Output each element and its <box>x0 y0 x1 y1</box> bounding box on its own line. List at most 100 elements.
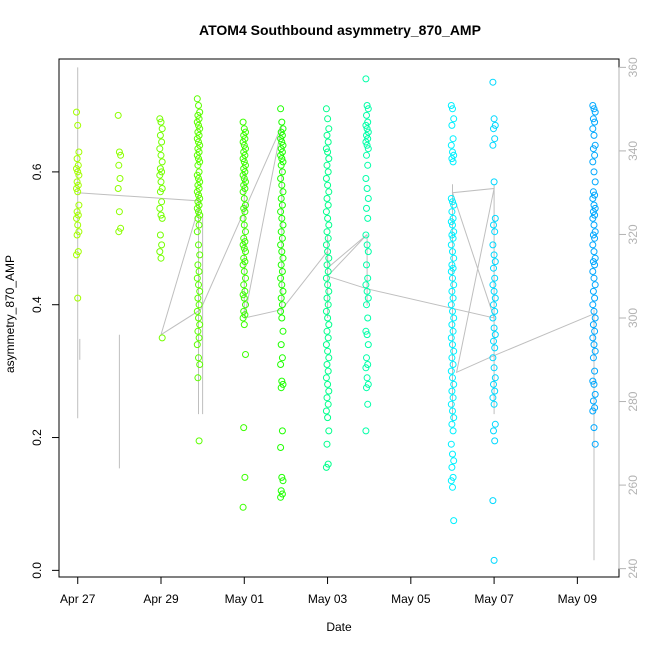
data-point <box>278 148 286 156</box>
data-point <box>324 268 332 275</box>
data-point <box>590 105 598 113</box>
data-point <box>490 125 497 133</box>
data-point <box>75 171 83 179</box>
data-point <box>157 178 165 186</box>
data-point <box>278 268 286 275</box>
data-point <box>447 241 455 249</box>
data-point <box>242 128 249 136</box>
data-point <box>196 211 204 219</box>
data-point <box>195 121 202 129</box>
data-point <box>242 274 249 282</box>
data-point <box>196 361 204 368</box>
data-point <box>322 175 330 182</box>
data-point <box>193 135 201 143</box>
data-point <box>490 337 497 345</box>
data-point <box>195 155 202 163</box>
data-point <box>450 151 458 159</box>
data-point <box>324 234 332 242</box>
data-point <box>362 121 370 129</box>
data-point <box>491 258 499 266</box>
data-point <box>196 195 204 202</box>
data-point <box>239 155 247 163</box>
data-point <box>196 141 204 149</box>
data-point <box>240 175 248 182</box>
data-point <box>591 347 599 355</box>
data-point <box>449 427 457 435</box>
data-point <box>447 102 455 109</box>
data-point <box>240 321 248 329</box>
data-point <box>196 321 204 329</box>
data-point <box>242 201 249 209</box>
data-point <box>240 141 248 149</box>
data-point <box>491 344 499 352</box>
data-point <box>589 301 597 309</box>
data-point <box>277 294 285 302</box>
data-point <box>364 400 372 408</box>
data-point <box>325 287 333 295</box>
data-point <box>449 135 457 143</box>
data-point <box>364 214 372 222</box>
data-point <box>490 556 498 564</box>
data-point <box>323 394 331 402</box>
data-point <box>325 221 333 229</box>
data-point <box>449 274 456 282</box>
data-point <box>490 324 498 332</box>
data-point <box>193 341 201 349</box>
data-point <box>491 121 499 129</box>
data-point <box>449 361 457 368</box>
data-point <box>322 307 330 315</box>
data-point <box>364 128 372 136</box>
data-point <box>489 394 497 402</box>
x-tick-label: May 07 <box>474 592 514 606</box>
data-point <box>491 331 499 339</box>
data-point <box>278 354 286 362</box>
data-point <box>591 211 599 219</box>
y-right-tick-label: 300 <box>626 308 640 328</box>
data-point <box>364 248 372 256</box>
data-point <box>195 138 202 146</box>
data-point <box>239 171 247 179</box>
data-point <box>325 354 333 362</box>
data-point <box>589 115 597 123</box>
y-tick-label: 0.0 <box>30 562 44 579</box>
data-point <box>278 427 286 435</box>
data-point <box>589 125 597 133</box>
x-tick-label: Apr 29 <box>143 592 179 606</box>
data-point <box>75 201 83 209</box>
data-point <box>447 367 455 375</box>
data-point <box>591 367 599 375</box>
data-point <box>279 141 287 149</box>
data-point <box>447 334 455 342</box>
data-point <box>240 165 248 173</box>
data-point <box>363 261 370 269</box>
data-point <box>589 102 597 109</box>
data-point <box>490 400 498 408</box>
data-point <box>449 450 456 458</box>
data-point <box>195 208 202 216</box>
data-point <box>241 311 249 319</box>
points-layer <box>73 75 599 564</box>
data-point <box>241 473 249 481</box>
data-point <box>449 264 457 272</box>
data-point <box>156 188 164 196</box>
data-point <box>491 135 499 143</box>
data-point <box>591 294 599 302</box>
data-point <box>195 354 202 362</box>
data-point <box>590 307 598 315</box>
data-point <box>490 115 498 123</box>
data-point <box>324 347 332 355</box>
data-point <box>448 287 456 295</box>
data-point <box>591 108 599 116</box>
data-point <box>363 241 371 249</box>
data-point <box>323 161 331 169</box>
data-point <box>449 483 456 491</box>
data-point <box>589 188 597 196</box>
data-point <box>242 351 249 358</box>
data-point <box>240 148 248 156</box>
data-point <box>589 195 597 202</box>
data-point <box>240 181 248 189</box>
data-point <box>240 195 248 202</box>
data-point <box>158 334 166 342</box>
data-point <box>324 400 332 408</box>
data-point <box>489 141 497 149</box>
